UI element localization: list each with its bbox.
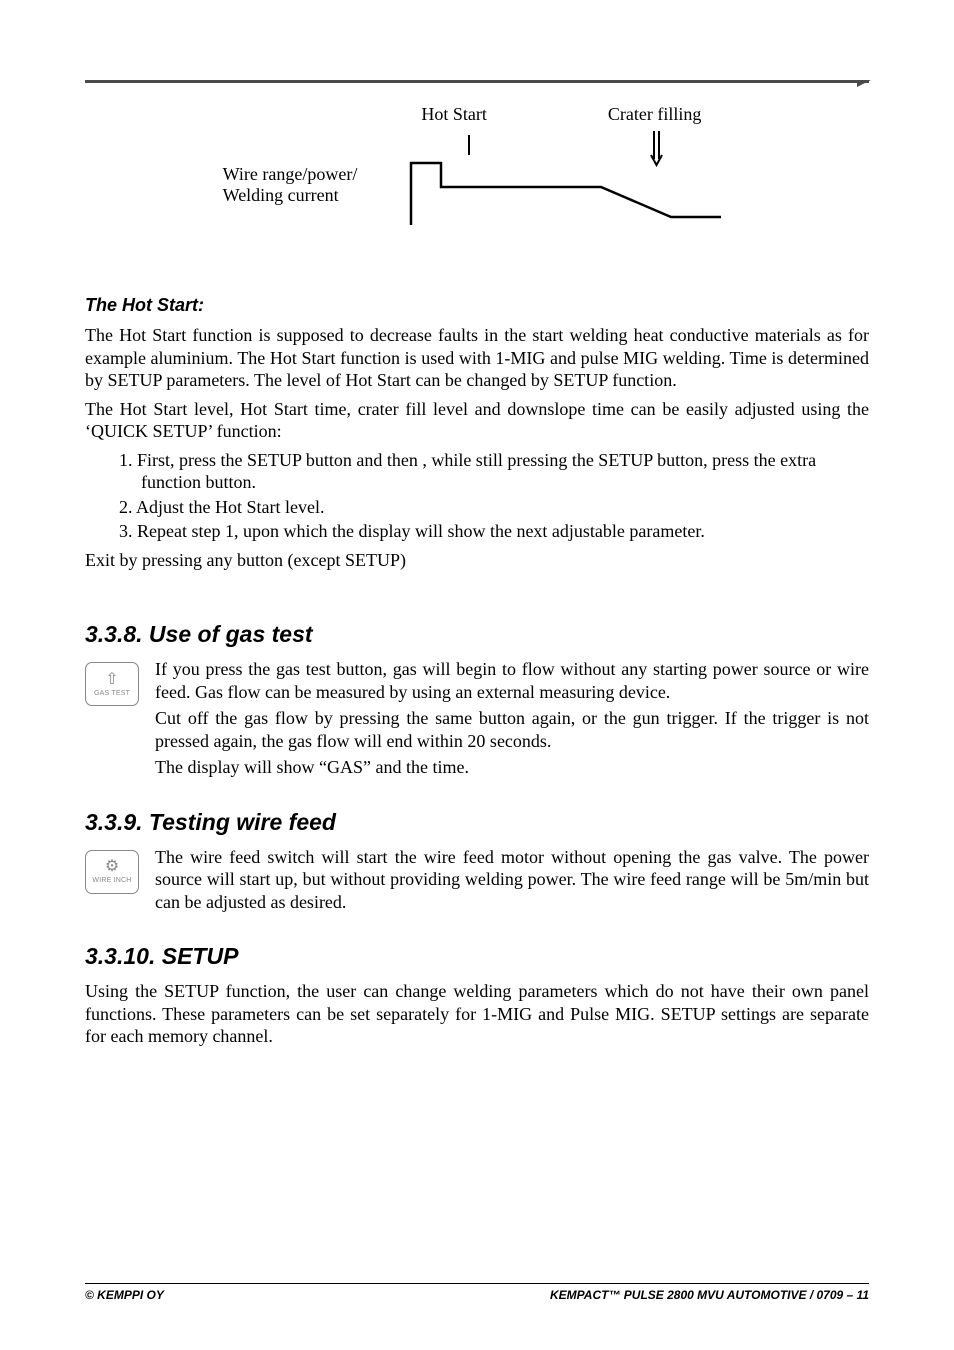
header-rule — [85, 80, 869, 86]
gas-test-glyph: ⇧ — [105, 672, 118, 688]
welding-diagram: Wire range/power/ Welding current Hot St… — [85, 104, 869, 235]
diagram-top-labels: Hot Start Crater filling — [371, 104, 731, 125]
label-crater-filling: Crater filling — [608, 104, 701, 125]
step-1: 1. First, press the SETUP button and the… — [85, 449, 869, 494]
wire-inch-glyph: ⚙ — [105, 859, 119, 875]
label-hot-start: Hot Start — [421, 104, 487, 125]
wire-inch-icon: ⚙ WIRE INCH — [85, 850, 139, 894]
gas-test-label: GAS TEST — [94, 690, 130, 697]
diagram-y-label: Wire range/power/ Welding current — [223, 164, 362, 206]
page: Wire range/power/ Welding current Hot St… — [0, 0, 954, 1350]
gas-test-icon: ⇧ GAS TEST — [85, 662, 139, 706]
footer-row: © KEMPPI OY KEMPACT™ PULSE 2800 MVU AUTO… — [85, 1288, 869, 1302]
hot-start-steps: 1. First, press the SETUP button and the… — [85, 449, 869, 543]
diagram-curve — [371, 125, 731, 235]
footer-left: © KEMPPI OY — [85, 1288, 164, 1302]
section-339-heading: 3.3.9. Testing wire feed — [85, 809, 869, 836]
s3310-p1: Using the SETUP function, the user can c… — [85, 980, 869, 1048]
section-3310-heading: 3.3.10. SETUP — [85, 943, 869, 970]
header-rule-tail — [857, 80, 871, 87]
footer-right: KEMPACT™ PULSE 2800 MVU AUTOMOTIVE / 070… — [550, 1288, 869, 1302]
hot-start-body: The Hot Start function is supposed to de… — [85, 324, 869, 443]
section-339-text: The wire feed switch will start the wire… — [155, 846, 869, 918]
s338-p1: If you press the gas test button, gas wi… — [155, 658, 869, 703]
step-2: 2. Adjust the Hot Start level. — [85, 496, 869, 519]
footer-rule — [85, 1283, 869, 1284]
s339-p1: The wire feed switch will start the wire… — [155, 846, 869, 914]
section-339-row: ⚙ WIRE INCH The wire feed switch will st… — [85, 846, 869, 918]
diagram-right: Hot Start Crater filling — [371, 104, 731, 235]
hot-start-p2: The Hot Start level, Hot Start time, cra… — [85, 398, 869, 443]
header-rule-bar — [85, 80, 869, 83]
wire-inch-label: WIRE INCH — [92, 877, 131, 884]
section-338-heading: 3.3.8. Use of gas test — [85, 621, 869, 648]
section-338-text: If you press the gas test button, gas wi… — [155, 658, 869, 783]
section-338-row: ⇧ GAS TEST If you press the gas test but… — [85, 658, 869, 783]
hot-start-heading: The Hot Start: — [85, 295, 869, 316]
page-footer: © KEMPPI OY KEMPACT™ PULSE 2800 MVU AUTO… — [85, 1283, 869, 1302]
hot-start-exit: Exit by pressing any button (except SETU… — [85, 549, 869, 572]
hot-start-p1: The Hot Start function is supposed to de… — [85, 324, 869, 392]
section-3310-text: Using the SETUP function, the user can c… — [85, 980, 869, 1048]
s338-p3: The display will show “GAS” and the time… — [155, 756, 869, 779]
s338-p2: Cut off the gas flow by pressing the sam… — [155, 707, 869, 752]
step-3: 3. Repeat step 1, upon which the display… — [85, 520, 869, 543]
hot-start-exit-text: Exit by pressing any button (except SETU… — [85, 549, 869, 572]
